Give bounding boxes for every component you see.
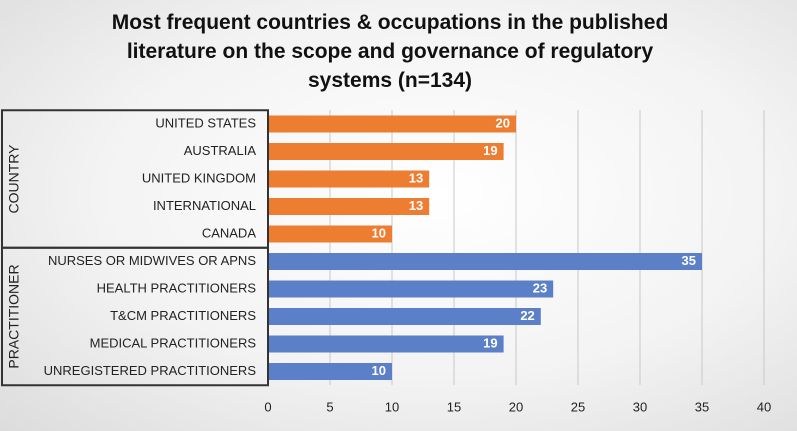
bar bbox=[268, 363, 392, 380]
y-tick-label: UNITED STATES bbox=[155, 115, 256, 130]
value-label: 22 bbox=[520, 308, 534, 323]
value-label: 10 bbox=[372, 225, 386, 240]
x-tick-label: 20 bbox=[509, 399, 523, 414]
y-tick-label: HEALTH PRACTITIONERS bbox=[97, 280, 257, 295]
bar bbox=[268, 198, 430, 215]
value-label: 10 bbox=[372, 363, 386, 378]
y-tick-label: MEDICAL PRACTITIONERS bbox=[90, 335, 257, 350]
chart-title: Most frequent countries & occupations in… bbox=[111, 11, 669, 92]
x-tick-label: 25 bbox=[571, 399, 585, 414]
bar bbox=[268, 225, 392, 243]
y-tick-label: NURSES OR MIDWIVES OR APNS bbox=[48, 253, 256, 268]
y-tick-label: UNITED KINGDOM bbox=[142, 170, 256, 185]
value-label: 20 bbox=[496, 115, 510, 130]
bar bbox=[268, 115, 516, 133]
value-label: 19 bbox=[483, 335, 497, 350]
x-tick-label: 10 bbox=[385, 399, 399, 414]
y-tick-label: INTERNATIONAL bbox=[153, 198, 256, 213]
bar bbox=[268, 308, 541, 325]
group-label: COUNTRY bbox=[6, 144, 22, 214]
x-tick-label: 40 bbox=[757, 399, 771, 414]
x-tick-label: 5 bbox=[326, 399, 333, 414]
x-tick-label: 35 bbox=[695, 399, 709, 414]
x-tick-label: 30 bbox=[633, 399, 647, 414]
y-tick-label: T&CM PRACTITIONERS bbox=[110, 308, 256, 323]
value-label: 35 bbox=[682, 253, 696, 268]
bar bbox=[268, 335, 504, 353]
bar bbox=[268, 143, 504, 160]
x-tick-label: 15 bbox=[447, 399, 461, 414]
y-tick-label: UNREGISTERED PRACTITIONERS bbox=[44, 363, 257, 378]
value-label: 19 bbox=[483, 143, 497, 158]
group-box bbox=[1, 246, 269, 387]
bar bbox=[268, 280, 554, 298]
value-label: 23 bbox=[533, 280, 547, 295]
group-label: PRACTITIONER bbox=[6, 264, 22, 368]
y-tick-label: AUSTRALIA bbox=[184, 143, 257, 158]
y-tick-label: CANADA bbox=[202, 225, 257, 240]
value-label: 13 bbox=[409, 170, 423, 185]
bar bbox=[268, 170, 430, 188]
x-tick-label: 0 bbox=[264, 399, 271, 414]
value-label: 13 bbox=[409, 198, 423, 213]
bar bbox=[268, 253, 702, 270]
